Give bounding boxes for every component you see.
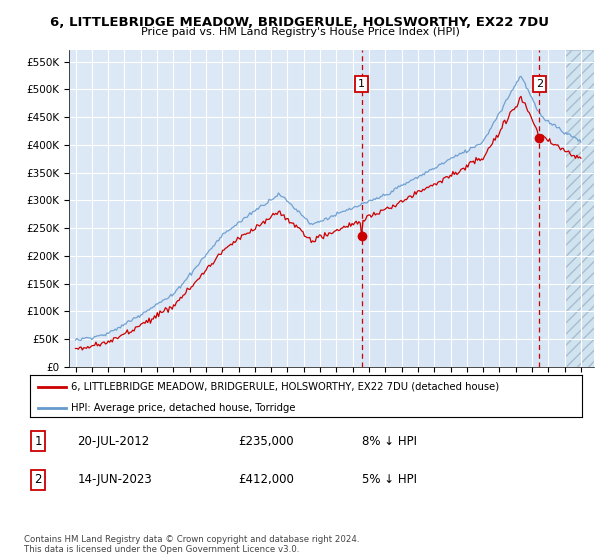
Text: Price paid vs. HM Land Registry's House Price Index (HPI): Price paid vs. HM Land Registry's House … xyxy=(140,27,460,37)
Text: Contains HM Land Registry data © Crown copyright and database right 2024.
This d: Contains HM Land Registry data © Crown c… xyxy=(24,535,359,554)
Text: 20-JUL-2012: 20-JUL-2012 xyxy=(77,435,150,448)
Text: £235,000: £235,000 xyxy=(238,435,294,448)
Text: 6, LITTLEBRIDGE MEADOW, BRIDGERULE, HOLSWORTHY, EX22 7DU: 6, LITTLEBRIDGE MEADOW, BRIDGERULE, HOLS… xyxy=(50,16,550,29)
Text: 6, LITTLEBRIDGE MEADOW, BRIDGERULE, HOLSWORTHY, EX22 7DU (detached house): 6, LITTLEBRIDGE MEADOW, BRIDGERULE, HOLS… xyxy=(71,382,500,392)
Text: £412,000: £412,000 xyxy=(238,473,294,487)
Text: 1: 1 xyxy=(34,435,42,448)
Text: 2: 2 xyxy=(536,79,543,88)
Text: 1: 1 xyxy=(358,79,365,88)
Text: HPI: Average price, detached house, Torridge: HPI: Average price, detached house, Torr… xyxy=(71,403,296,413)
Text: 5% ↓ HPI: 5% ↓ HPI xyxy=(362,473,418,487)
Text: 2: 2 xyxy=(34,473,42,487)
Bar xyxy=(565,50,594,367)
Text: 14-JUN-2023: 14-JUN-2023 xyxy=(77,473,152,487)
Bar xyxy=(362,50,565,367)
Text: 8% ↓ HPI: 8% ↓ HPI xyxy=(362,435,418,448)
